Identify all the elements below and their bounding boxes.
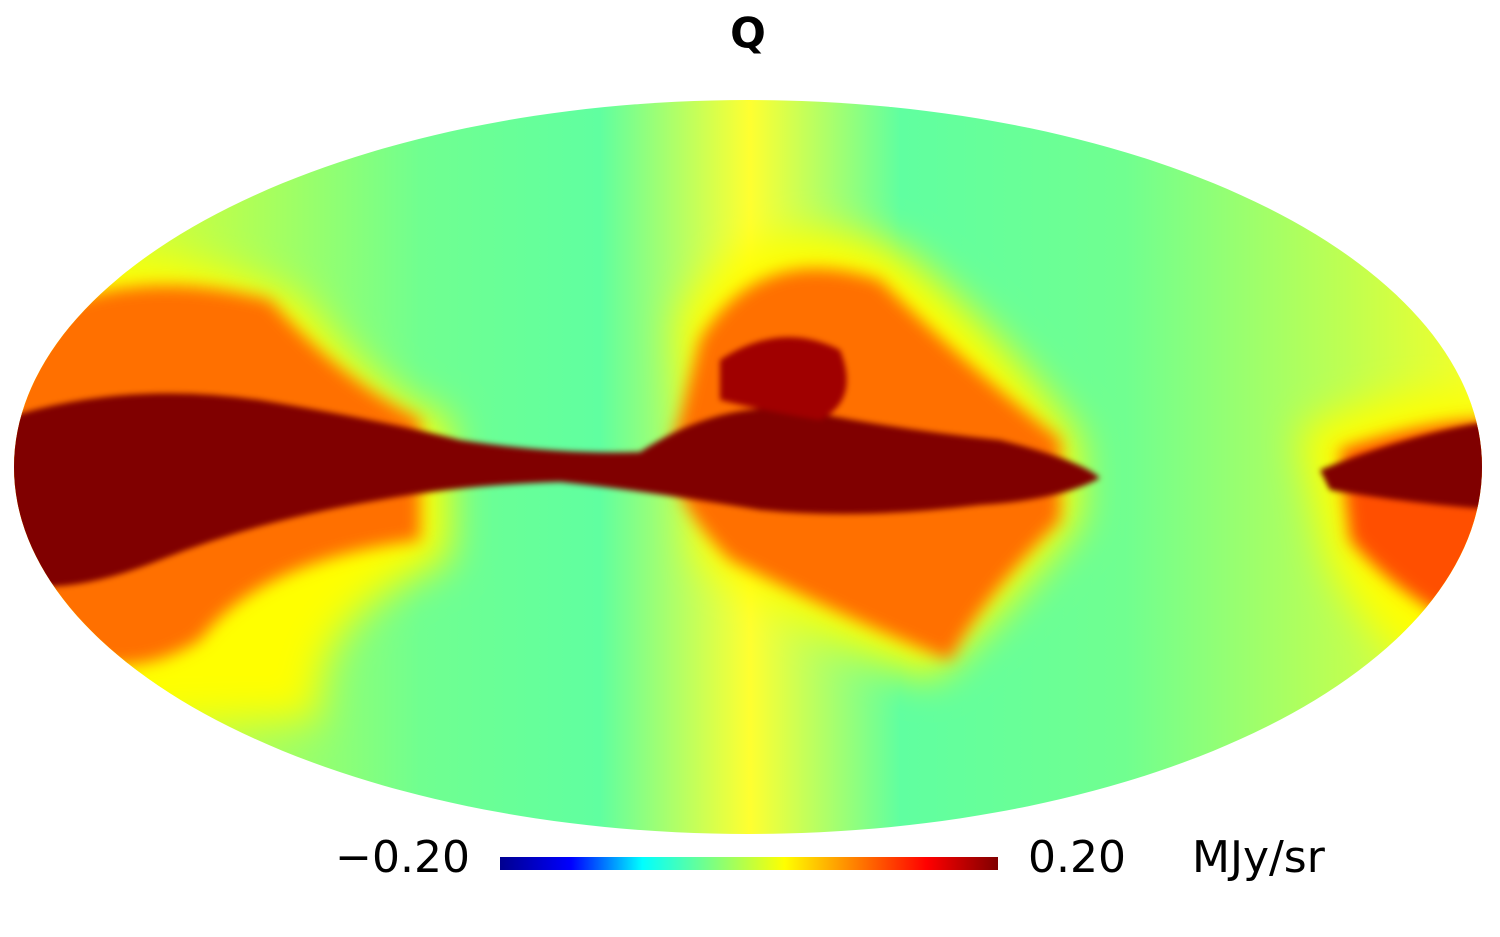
colorbar-tick-label: −0.20 [335,832,470,883]
colorbar: −0.20 0.20 MJy/sr [335,832,1326,883]
galactic-plane [14,337,1482,587]
colorbar-unit: MJy/sr [1192,832,1326,883]
map-title: Q [730,9,766,58]
sky-map [14,100,1482,834]
colorbar-gradient [500,857,998,870]
colorbar-tick-label: 0.20 [1028,832,1126,883]
